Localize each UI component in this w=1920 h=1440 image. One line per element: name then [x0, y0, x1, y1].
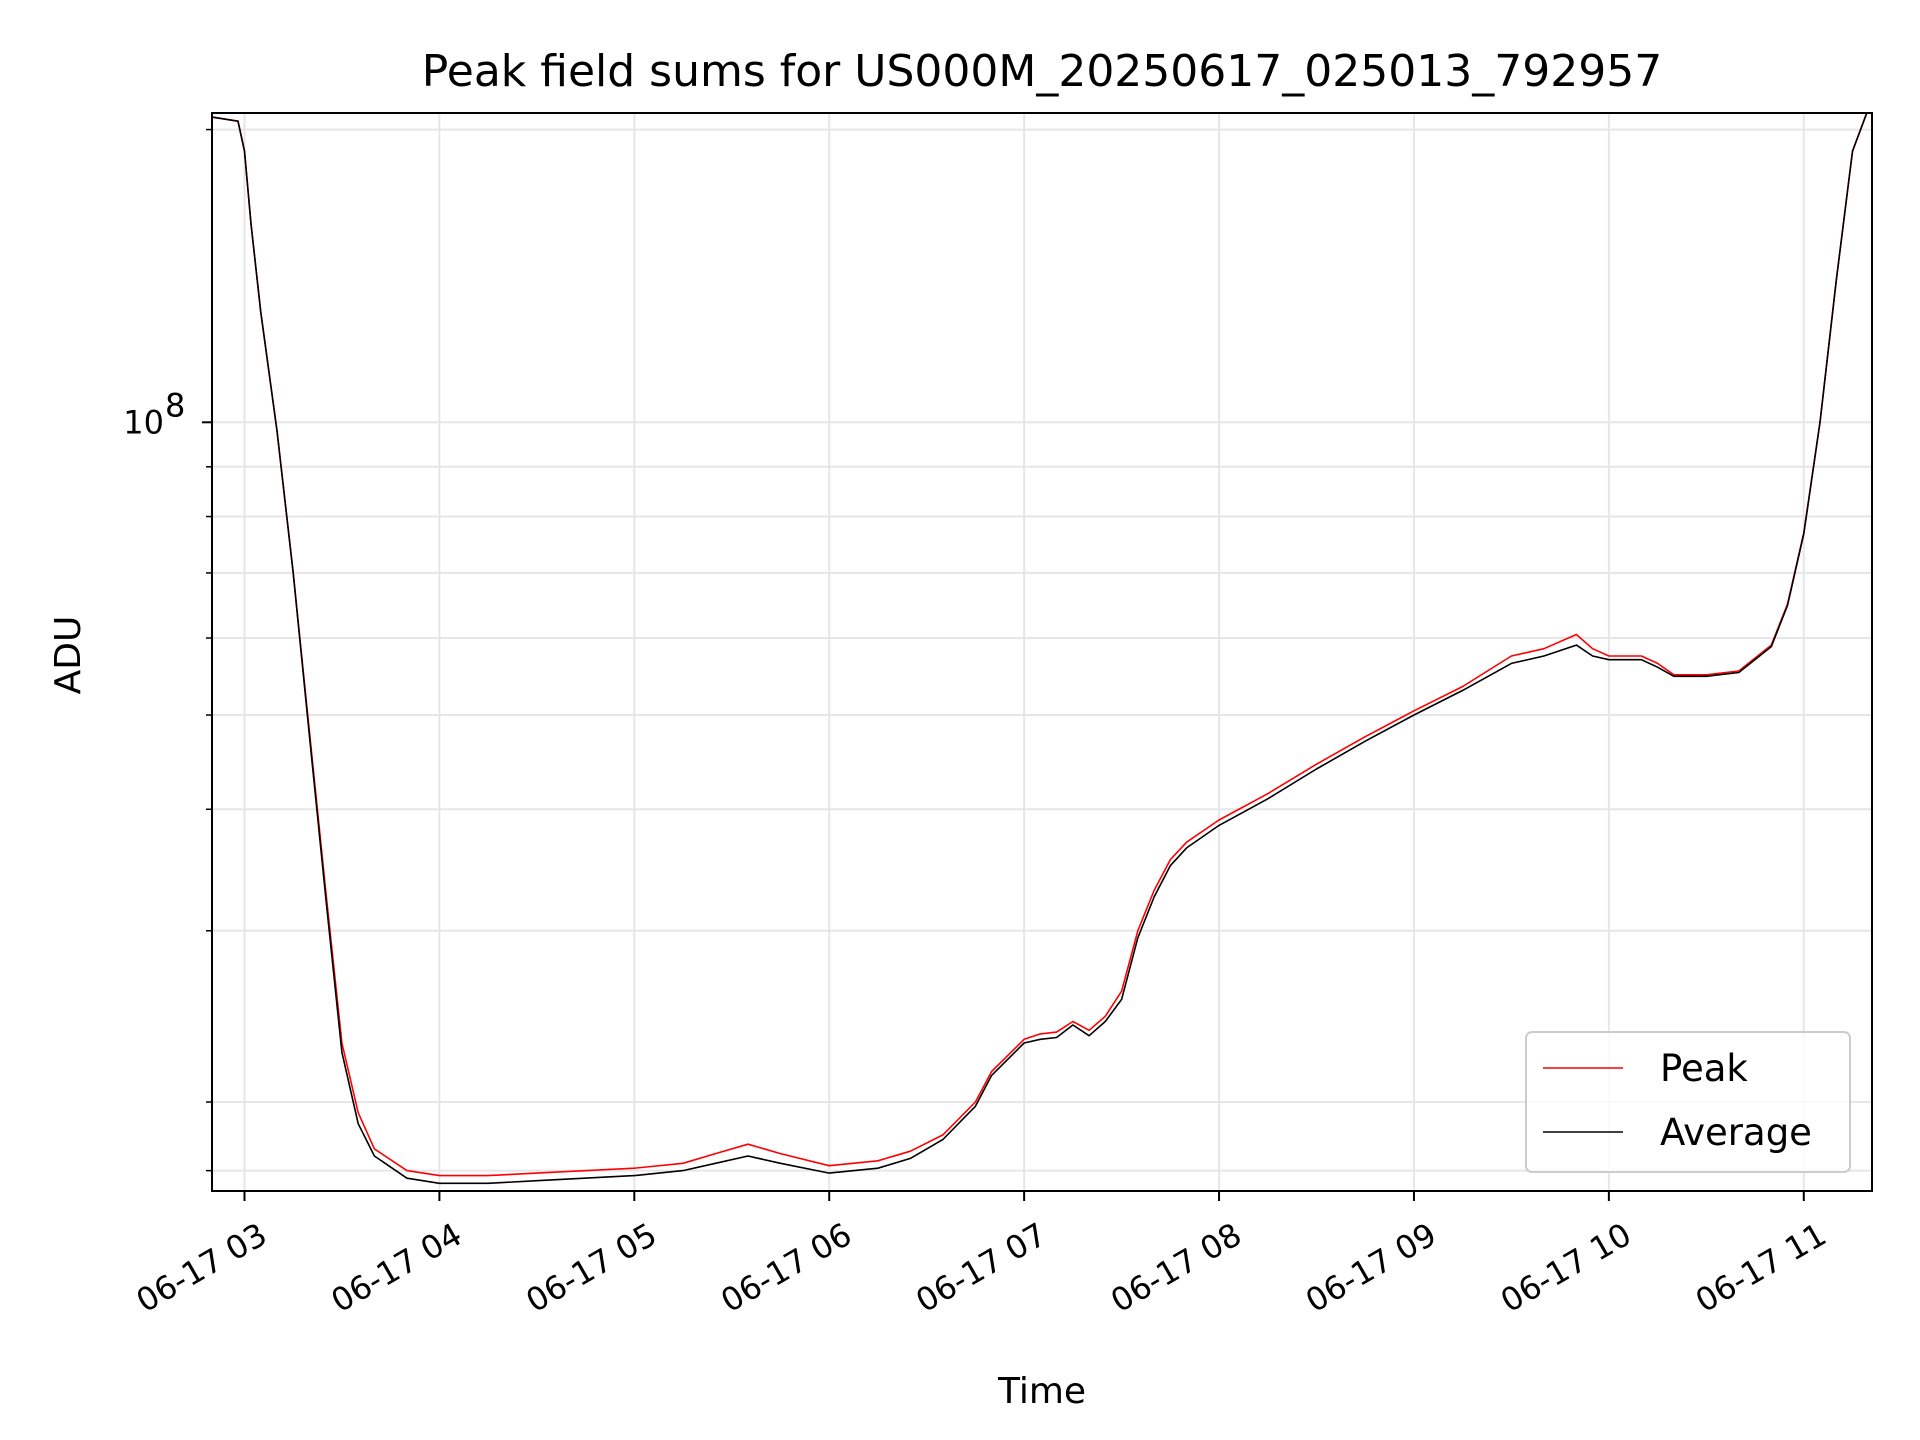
legend-label-average: Average	[1660, 1111, 1812, 1154]
y-tick-label-base: 10	[123, 403, 164, 441]
chart-title: Peak field sums for US000M_20250617_0250…	[422, 46, 1662, 97]
grid	[212, 113, 1872, 1191]
legend: Peak Average	[1525, 1031, 1851, 1173]
series-layer	[212, 113, 1868, 1185]
legend-label-peak: Peak	[1660, 1047, 1748, 1090]
plot-frame	[211, 112, 1873, 1192]
x-axis-label: Time	[997, 1371, 1086, 1412]
legend-box	[1525, 1031, 1851, 1173]
y-axis: 10 8	[123, 128, 212, 1172]
series-line-peak	[212, 113, 1868, 1177]
y-tick-label-exponent: 8	[165, 386, 185, 424]
series-line-average	[212, 113, 1868, 1185]
y-axis-label: ADU	[48, 616, 89, 695]
